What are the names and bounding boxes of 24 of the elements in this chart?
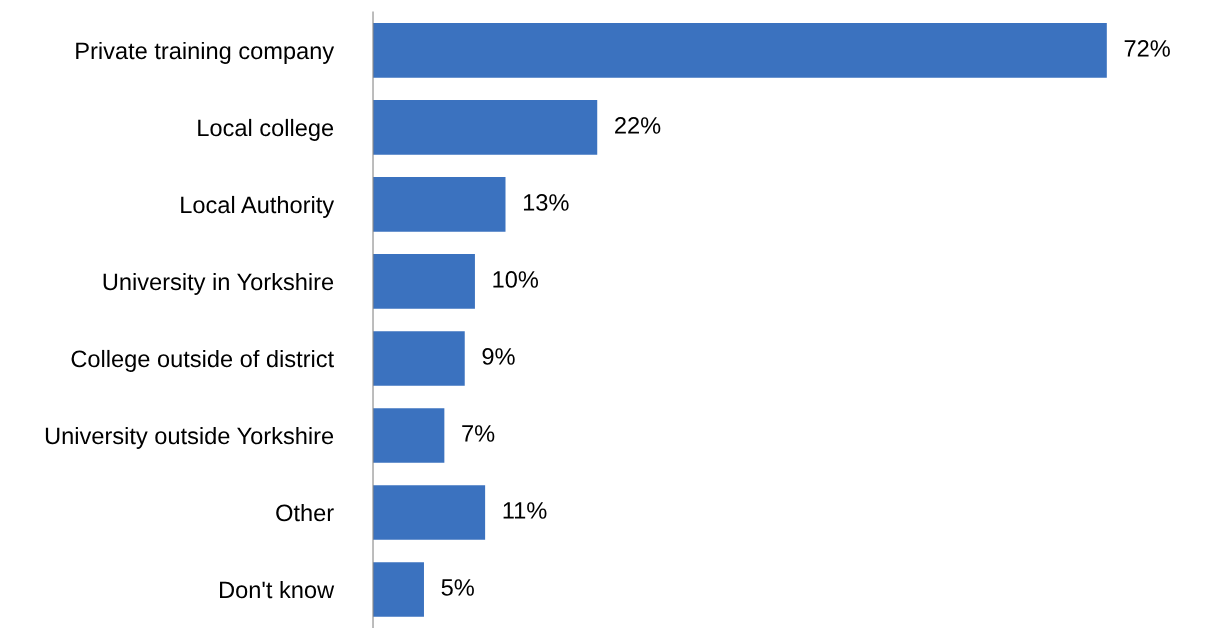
data-label: 9% xyxy=(482,348,515,365)
bar xyxy=(373,254,475,309)
bar xyxy=(373,562,424,617)
y-tick-label: Don't know xyxy=(220,580,335,599)
y-tick-label: University outside Yorkshire xyxy=(45,426,334,449)
data-label: 72% xyxy=(1124,40,1170,57)
bar xyxy=(373,100,598,155)
bar xyxy=(373,485,486,540)
bar xyxy=(373,177,506,232)
y-tick-label: Private training company xyxy=(76,41,335,64)
y-tick-label: Other xyxy=(276,503,334,522)
data-label: 5% xyxy=(441,579,474,596)
data-label: 22% xyxy=(615,117,661,134)
y-tick-label: Local Authority xyxy=(181,195,335,218)
y-tick-label: University in Yorkshire xyxy=(103,272,334,295)
data-label: 10% xyxy=(493,271,539,288)
bar xyxy=(373,23,1107,78)
data-label: 11% xyxy=(503,502,547,519)
data-label: 13% xyxy=(523,194,569,211)
y-tick-label: College outside of district xyxy=(71,349,334,372)
data-label: 7% xyxy=(462,425,495,442)
y-tick-label: Local college xyxy=(198,118,334,141)
bar xyxy=(373,331,465,386)
bar xyxy=(373,408,445,463)
